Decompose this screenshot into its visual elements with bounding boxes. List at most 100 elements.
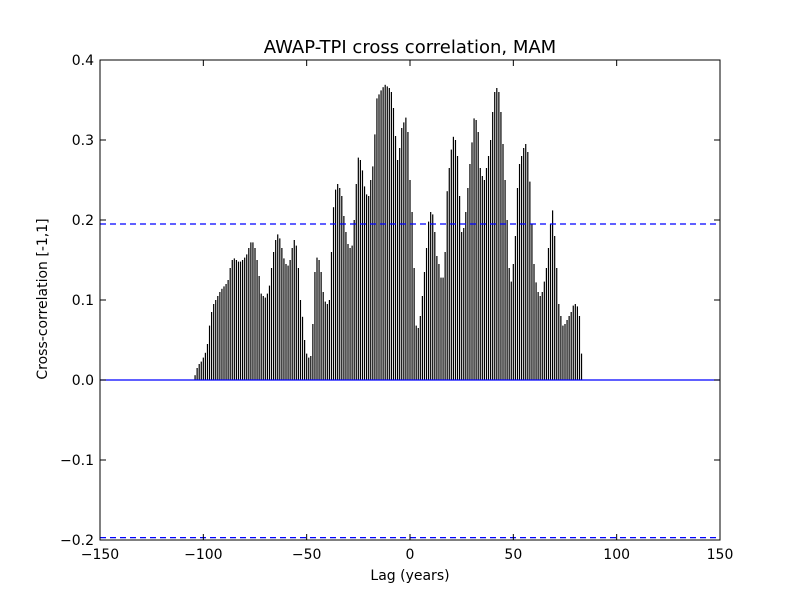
bar	[452, 136, 454, 380]
bar	[411, 212, 413, 380]
y-tick-label: −0.1	[60, 453, 94, 469]
bar	[566, 320, 568, 380]
bar	[446, 191, 448, 380]
bar	[504, 180, 506, 380]
bar	[308, 357, 310, 380]
bar	[547, 248, 550, 380]
bar	[471, 142, 473, 380]
bar	[425, 248, 428, 380]
bar	[539, 296, 541, 380]
bar	[318, 260, 320, 380]
bar	[337, 184, 339, 380]
bar	[541, 292, 543, 380]
bar	[223, 286, 225, 380]
bar	[314, 272, 316, 380]
bar	[357, 157, 359, 380]
bar	[578, 316, 581, 380]
bar	[250, 242, 252, 380]
bar	[301, 316, 304, 380]
bar	[430, 212, 432, 380]
bar	[556, 268, 558, 380]
bar	[525, 144, 527, 380]
bar	[351, 245, 353, 380]
bar	[279, 238, 281, 380]
bar	[295, 245, 297, 380]
bar	[442, 277, 444, 380]
bar	[316, 257, 318, 380]
bar	[405, 117, 407, 380]
bar	[376, 98, 378, 381]
bar	[392, 108, 395, 380]
bar	[219, 292, 221, 380]
bar	[349, 248, 351, 380]
bar	[421, 296, 423, 380]
bar	[580, 353, 583, 380]
bar	[268, 285, 271, 380]
bar	[361, 170, 364, 380]
bar	[281, 248, 283, 380]
y-tick-label: 0.4	[72, 53, 94, 69]
bar	[266, 293, 268, 380]
bar	[237, 261, 240, 380]
bar	[322, 292, 324, 380]
bar	[306, 353, 308, 380]
bar	[479, 168, 481, 380]
x-tick-label: 150	[707, 547, 734, 563]
bar	[277, 234, 279, 380]
bar	[494, 92, 496, 380]
bar	[554, 236, 556, 380]
bar	[380, 90, 382, 381]
bar	[481, 176, 483, 380]
bar	[254, 248, 256, 380]
bar	[434, 232, 436, 380]
bar	[299, 300, 302, 380]
bar	[242, 260, 244, 380]
bar	[208, 325, 211, 380]
bar	[196, 368, 198, 380]
bar	[252, 242, 254, 380]
bar	[512, 264, 514, 380]
bar	[490, 140, 492, 380]
bar	[549, 224, 552, 380]
bar	[339, 188, 341, 380]
bar	[531, 224, 533, 380]
bar	[485, 168, 488, 380]
bar	[359, 160, 361, 380]
bar	[552, 210, 554, 380]
bar	[215, 300, 217, 380]
bar	[283, 258, 285, 380]
bar	[475, 120, 477, 380]
y-tick-label: 0.2	[72, 213, 94, 229]
bar	[409, 180, 411, 380]
bar	[382, 87, 384, 380]
bar	[502, 144, 504, 380]
x-tick-label: −50	[292, 547, 322, 563]
bar	[386, 86, 388, 381]
bar	[372, 166, 374, 380]
bar	[206, 344, 209, 380]
bar	[194, 375, 196, 380]
bar	[328, 300, 330, 380]
bar	[355, 184, 357, 380]
bar	[345, 232, 347, 380]
bar	[456, 156, 459, 380]
bar	[419, 316, 421, 380]
x-tick-label: 100	[603, 547, 630, 563]
bar	[233, 258, 235, 380]
bar	[516, 188, 519, 380]
bar	[285, 264, 287, 380]
x-axis-label: Lag (years)	[370, 568, 449, 584]
bar	[397, 160, 399, 380]
bar	[496, 88, 498, 380]
bar	[204, 352, 206, 380]
bar	[403, 122, 405, 381]
bar	[260, 293, 262, 380]
bar	[428, 221, 430, 380]
bar	[436, 256, 438, 380]
bar	[227, 280, 229, 380]
bar	[454, 140, 457, 380]
bar	[262, 296, 264, 380]
bar	[535, 282, 537, 380]
chart-title: AWAP-TPI cross correlation, MAM	[264, 37, 556, 58]
bar	[368, 196, 370, 380]
